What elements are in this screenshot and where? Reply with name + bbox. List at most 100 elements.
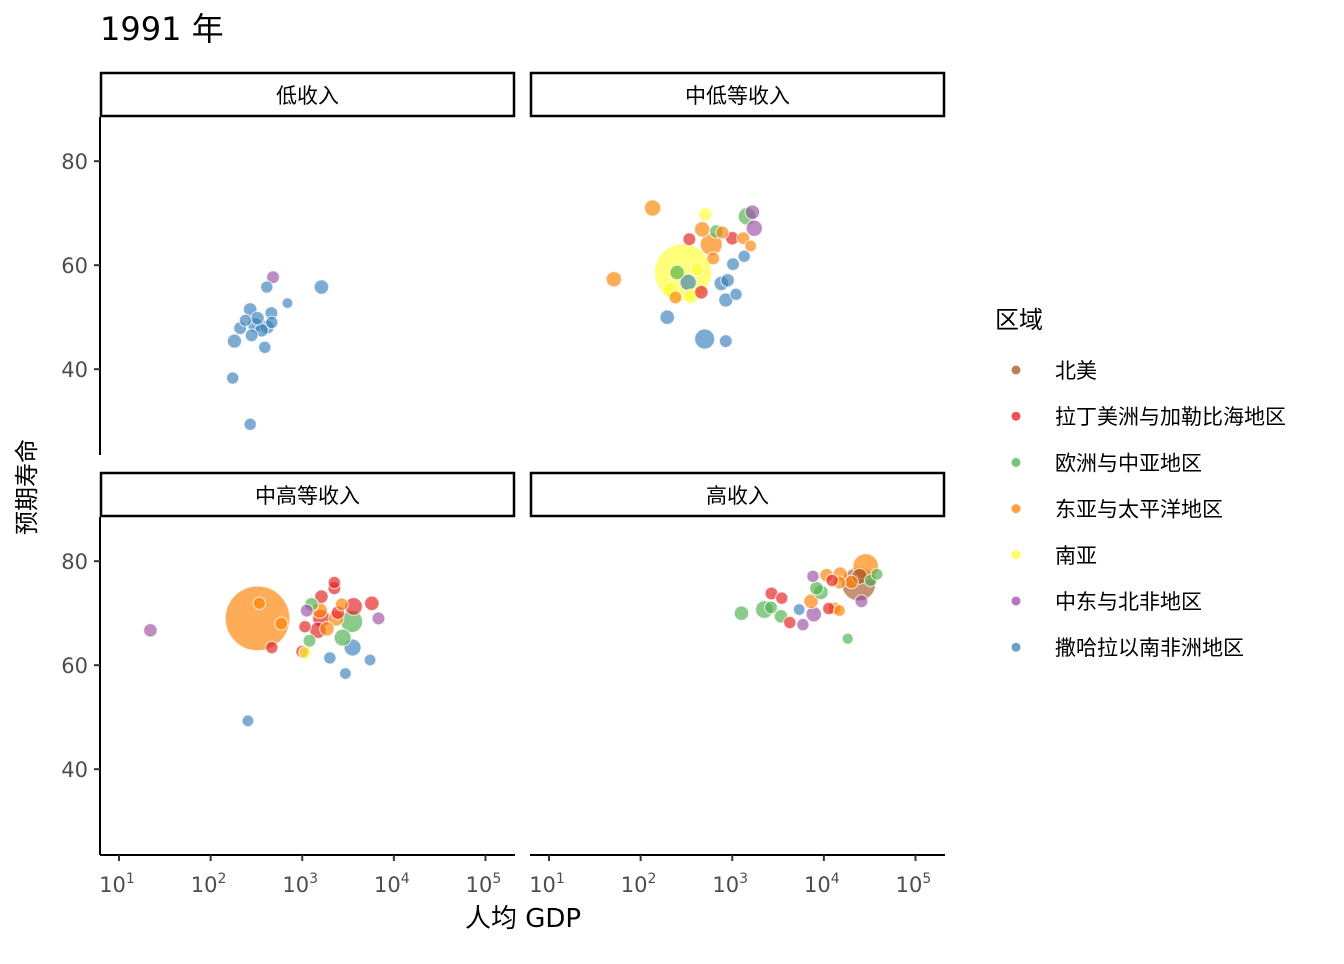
legend-label: 拉丁美洲与加勒比海地区 [1055,405,1286,429]
legend-swatch [1011,550,1021,560]
legend-label: 北美 [1055,359,1097,383]
data-point [225,371,240,385]
data-point [825,573,839,588]
data-point [698,206,713,222]
legend: 区域 北美拉丁美洲与加勒比海地区欧洲与中亚地区东亚与太平洋地区南亚中东与北非地区… [995,306,1286,660]
data-point [796,617,810,632]
facet-label: 低收入 [276,84,339,108]
data-point [809,580,824,596]
legend-label: 欧洲与中亚地区 [1055,451,1202,475]
data-point [238,313,253,328]
facet-strip [529,471,946,518]
chart-title: 1991 年 [100,10,224,48]
data-point [792,603,806,617]
data-point [783,615,797,630]
facet-strip [99,71,516,118]
data-point [371,611,386,626]
data-point [693,220,711,238]
data-point [832,604,846,618]
legend-title: 区域 [995,306,1043,334]
facet-panel: 高收入 101 102 103 104 105 [529,471,946,897]
data-point [805,605,823,623]
x-tick-label: 105 [466,871,502,897]
data-point [334,597,349,612]
facet-panel: 中低等收入 [529,71,946,350]
data-point [243,417,257,432]
legend-label: 中东与北非地区 [1055,590,1202,614]
data-point [803,593,819,610]
legend-swatch [1011,365,1021,375]
legend-item: 南亚 [1011,544,1097,568]
data-point [693,328,716,350]
data-point [733,605,750,622]
data-point [693,284,709,300]
data-point [763,600,779,615]
data-point [333,628,352,647]
facet-label: 高收入 [706,484,769,508]
data-point [720,272,736,288]
y-axis-label: 预期寿命 [13,439,41,535]
data-point [737,249,751,264]
data-point [338,667,352,681]
facet-panel: 低收入 40 60 80 [61,71,516,455]
data-point [257,340,272,355]
legend-item: 北美 [1011,359,1097,383]
data-point [841,632,854,645]
y-tick-label: 60 [61,654,88,678]
data-point [715,225,730,240]
data-point [319,620,335,637]
legend-label: 南亚 [1055,544,1097,568]
data-point [706,251,721,266]
legend-swatch [1011,504,1021,514]
data-point [870,567,884,581]
data-point [274,616,289,631]
legend-swatch [1011,457,1021,467]
data-point [363,595,380,612]
data-point [264,315,279,330]
data-point [323,651,337,665]
x-tick-label: 105 [896,871,932,897]
data-point [689,261,705,277]
data-point [821,601,836,616]
data-point [264,640,279,655]
y-tick-label: 40 [61,358,88,382]
data-point [682,232,697,247]
data-point [241,714,255,728]
data-point [259,280,274,294]
data-point [745,219,764,238]
legend-label: 撒哈拉以南非洲地区 [1055,636,1244,660]
x-tick-label: 104 [374,871,410,897]
data-point [643,199,662,217]
legend-item: 撒哈拉以南非洲地区 [1011,636,1244,660]
data-point [744,204,761,221]
data-point [668,290,683,305]
x-axis-label: 人均 GDP [465,904,581,934]
facet-label: 中高等收入 [255,484,360,508]
data-point [224,585,291,652]
data-point [327,575,342,590]
data-point [281,297,294,310]
data-point [363,653,377,667]
legend-item: 东亚与太平洋地区 [1011,498,1223,522]
x-tick-label: 101 [99,871,135,897]
legend-item: 拉丁美洲与加勒比海地区 [1011,405,1286,429]
x-tick-label: 103 [282,871,318,897]
data-point [226,333,243,349]
data-point [744,239,758,253]
data-point [718,334,733,349]
data-point [314,589,329,604]
legend-swatch [1011,642,1021,652]
x-tick-label: 101 [529,871,565,897]
facet-panel: 中高等收入 40 60 80 101 102 103 104 105 [61,471,516,897]
data-point [659,309,676,326]
x-tick-label: 102 [191,871,227,897]
y-tick-label: 40 [61,758,88,782]
legend-swatch [1011,596,1021,606]
y-tick-label: 80 [61,150,88,174]
y-tick-label: 60 [61,254,88,278]
data-point [854,594,869,609]
legend-item: 欧洲与中亚地区 [1011,451,1202,475]
data-point [252,596,267,611]
facet-strip [99,471,516,518]
data-point [299,603,314,618]
